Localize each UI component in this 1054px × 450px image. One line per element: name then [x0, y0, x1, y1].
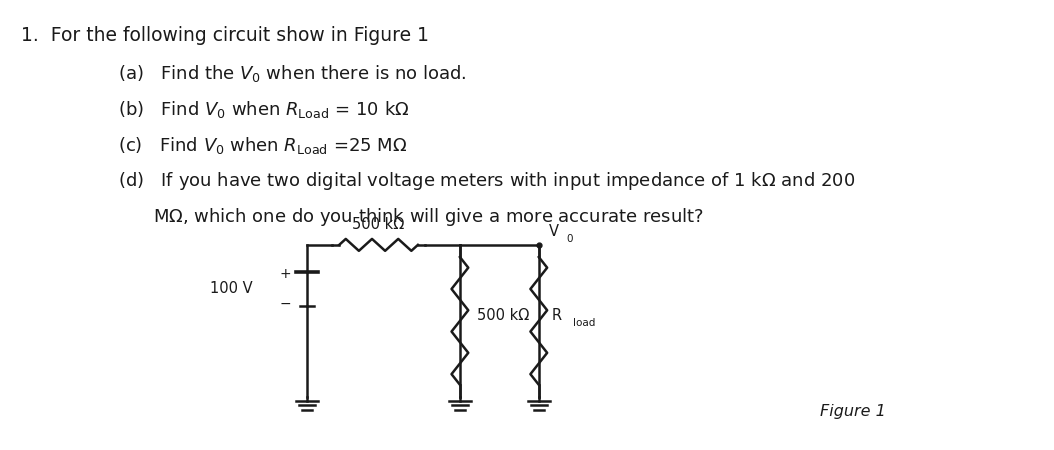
Text: V: V: [549, 224, 559, 239]
Text: 500 kΩ: 500 kΩ: [476, 308, 529, 324]
Text: (d)   If you have two digital voltage meters with input impedance of 1 k$\Omega$: (d) If you have two digital voltage mete…: [118, 171, 855, 192]
Text: 0: 0: [566, 234, 573, 244]
Text: −: −: [279, 297, 291, 310]
Text: (a)   Find the $V_0$ when there is no load.: (a) Find the $V_0$ when there is no load…: [118, 63, 466, 84]
Text: 1.  For the following circuit show in Figure 1: 1. For the following circuit show in Fig…: [21, 26, 429, 45]
Text: R: R: [551, 308, 562, 324]
Text: M$\Omega$, which one do you think will give a more accurate result?: M$\Omega$, which one do you think will g…: [153, 206, 704, 228]
Text: (c)   Find $V_0$ when $R_{\rm Load}$ =25 M$\Omega$: (c) Find $V_0$ when $R_{\rm Load}$ =25 M…: [118, 135, 407, 156]
Text: +: +: [279, 267, 291, 281]
Text: 500 kΩ: 500 kΩ: [352, 217, 405, 232]
Text: 100 V: 100 V: [210, 281, 253, 296]
Text: load: load: [573, 318, 596, 328]
Text: (b)   Find $V_0$ when $R_{\rm Load}$ = 10 k$\Omega$: (b) Find $V_0$ when $R_{\rm Load}$ = 10 …: [118, 99, 409, 120]
Text: Figure 1: Figure 1: [820, 404, 885, 419]
